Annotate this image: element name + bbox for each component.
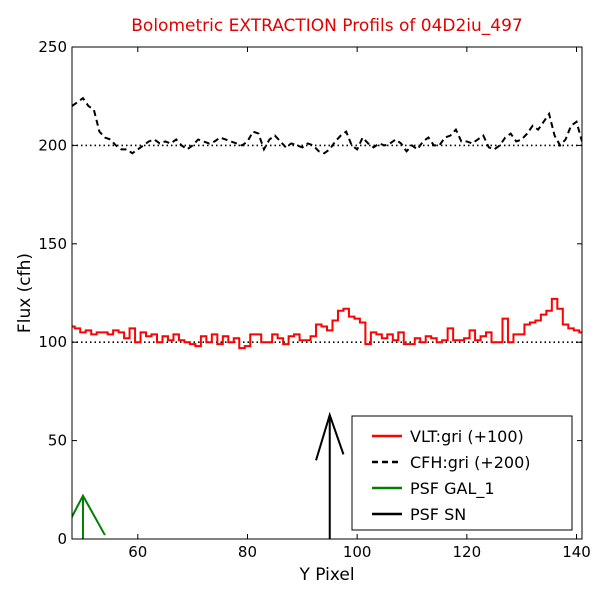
- x-tick-label-140: 140: [562, 543, 591, 561]
- legend-label-psf-sn: PSF SN: [410, 505, 466, 524]
- legend-label-cfh-gri-200: CFH:gri (+200): [410, 453, 531, 472]
- y-tick-label-100: 100: [38, 333, 67, 351]
- plot-frame: [71, 46, 583, 540]
- y-tick-label-150: 150: [38, 235, 67, 253]
- series-layer: [72, 96, 582, 539]
- y-tick-label-200: 200: [38, 136, 67, 154]
- legend: VLT:gri (+100) CFH:gri (+200) PSF GAL_1 PSF…: [351, 415, 573, 531]
- x-axis-label: Y Pixel: [298, 565, 354, 585]
- y-tick-label-250: 250: [38, 38, 67, 56]
- reference-lines: [72, 144, 582, 344]
- series-cfh-gri-200: [72, 96, 582, 155]
- y-axis: 0 50 100 150 200 250: [38, 38, 582, 548]
- y-tick-label-0: 0: [57, 530, 67, 548]
- x-tick-label-80: 80: [238, 543, 257, 561]
- series-vlt-gri-100: [72, 297, 582, 350]
- x-tick-label-60: 60: [128, 543, 147, 561]
- y-tick-label-50: 50: [48, 432, 67, 450]
- legend-label-psf-gal-1: PSF GAL_1: [410, 479, 495, 499]
- plot-area: [72, 96, 582, 539]
- x-axis: 60 80 100 120 140: [128, 47, 591, 561]
- chart-title: Bolometric EXTRACTION Profils of 04D2iu_…: [131, 16, 522, 36]
- legend-label-vlt-gri-100: VLT:gri (+100): [410, 427, 524, 446]
- x-tick-label-100: 100: [343, 543, 372, 561]
- y-axis-label: Flux (cfh): [15, 253, 35, 333]
- x-tick-label-120: 120: [453, 543, 482, 561]
